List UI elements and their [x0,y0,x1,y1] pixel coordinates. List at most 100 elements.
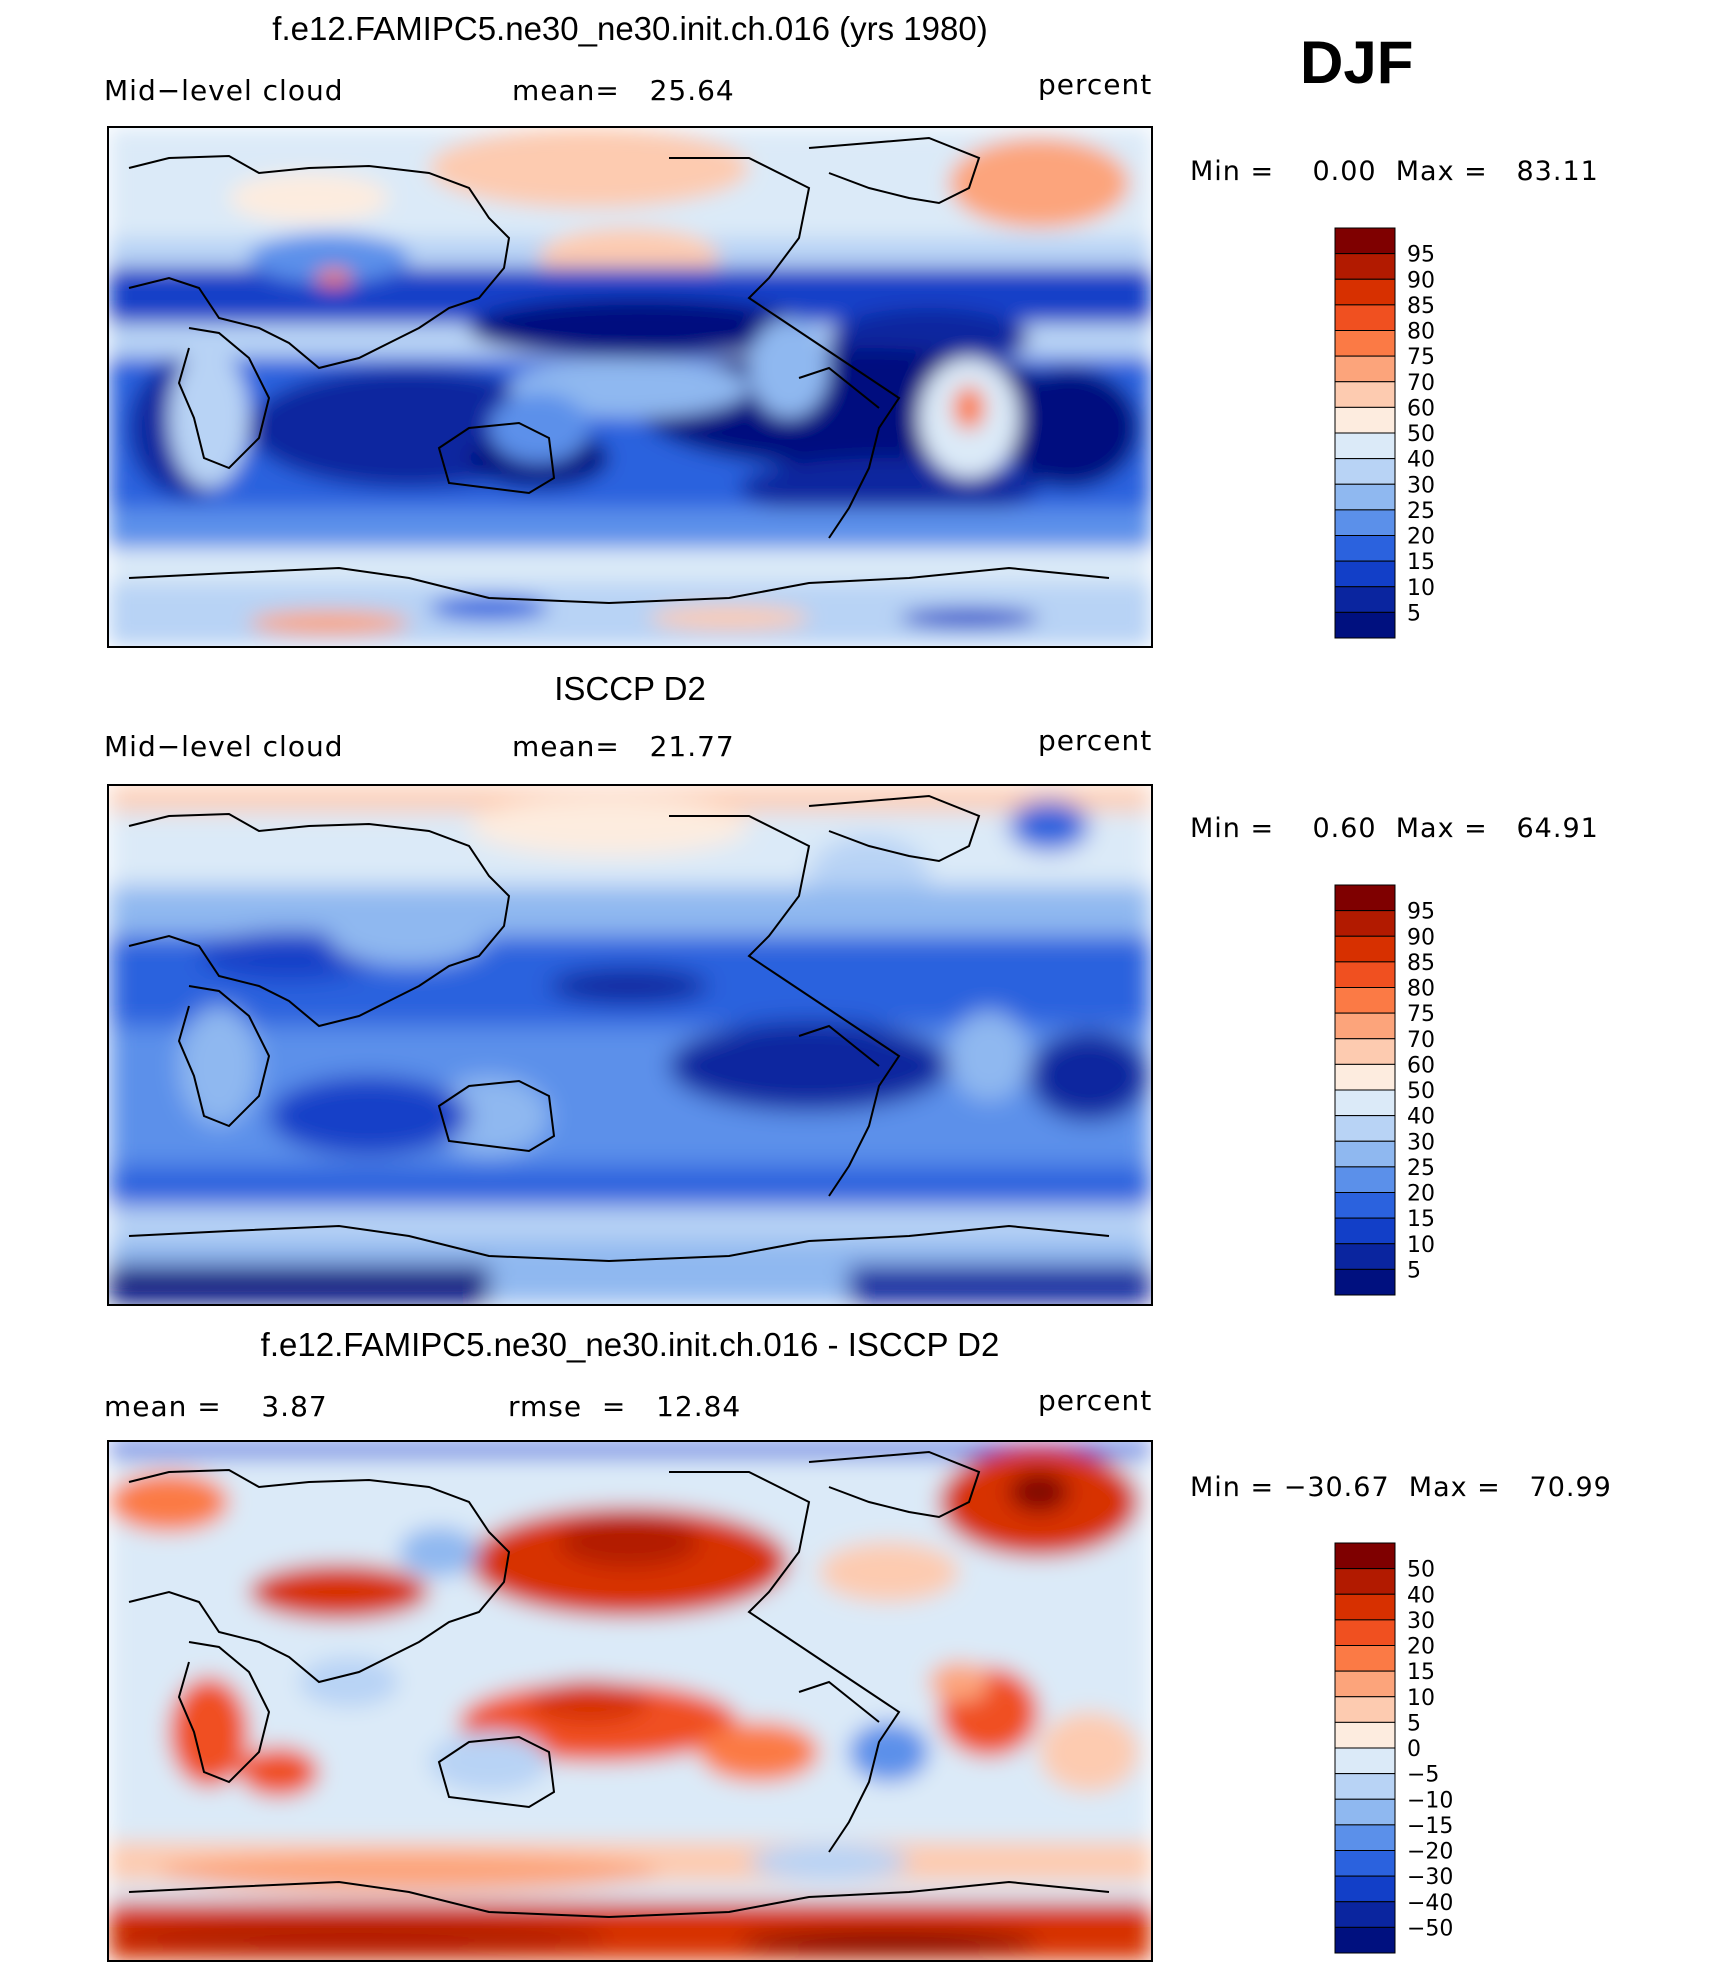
panel-2-units-label: percent [1038,724,1153,757]
panel-1-units-label: percent [1038,68,1153,101]
panel-1-colorbar-swatch [1334,253,1396,280]
panel-3-colorbar-tick-label: 15 [1407,1660,1435,1685]
panel-2-map [107,784,1153,1306]
panel-3-units-label: percent [1038,1384,1153,1417]
panel-3-colorbar-swatch [1334,1926,1396,1954]
panel-2-colorbar-swatch [1334,1268,1396,1296]
panel-2-map-svg [109,786,1151,1304]
panel-2-colorbar-tick-label: 20 [1407,1182,1435,1207]
panel-3-colorbar-swatch [1334,1721,1396,1749]
panel-3-colorbar-tick-label: −40 [1407,1891,1453,1916]
panel-3-title: f.e12.FAMIPC5.ne30_ne30.init.ch.016 - IS… [260,1326,1000,1363]
panel-1-colorbar-tick-label: 60 [1407,396,1435,421]
panel-2-colorbar-swatch [1334,1166,1396,1193]
panel-2-colorbar-tick-label: 60 [1407,1053,1435,1078]
panel-3-colorbar-swatch [1334,1798,1396,1826]
panel-2-colorbar-tick-label: 15 [1407,1207,1435,1232]
panel-3-colorbar-tick-label: −50 [1407,1916,1453,1941]
panel-2-minmax: Min = 0.60 Max = 64.91 [1190,813,1599,844]
panel-3-rmse-label: rmse = 12.84 [508,1390,742,1423]
panel-3-colorbar-swatch [1334,1850,1396,1877]
panel-2-colorbar-swatch [1334,1012,1396,1040]
panel-1-mean-label: mean= 25.64 [512,74,735,107]
panel-3-colorbar-swatch [1334,1619,1396,1646]
panel-1-coastlines [128,136,1110,605]
panel-2-colorbar-tick-label: 5 [1407,1258,1421,1283]
panel-3-mean-label: mean = 3.87 [104,1390,328,1423]
panel-2-coastlines [128,794,1110,1263]
panel-1-colorbar-tick-label: 50 [1407,422,1435,447]
panel-3-colorbar-swatch [1334,1696,1396,1723]
panel-1-colorbar-swatch [1334,535,1396,562]
panel-1-colorbar-tick-label: 25 [1407,499,1435,524]
panel-2-colorbar-swatch [1334,1140,1396,1168]
panel-1-colorbar-swatch [1334,304,1396,331]
panel-2-colorbar-swatch [1334,1089,1396,1117]
panel-2-colorbar-swatch [1334,1115,1396,1142]
panel-3-colorbar-tick-label: −10 [1407,1788,1453,1813]
panel-3-colorbar-tick-label: −20 [1407,1840,1453,1865]
panel-2-colorbar-tick-label: 95 [1407,900,1435,925]
panel-1-colorbar-tick-label: 80 [1407,320,1435,345]
panel-2-colorbar-swatch [1334,884,1396,912]
panel-1-map [107,126,1153,648]
panel-2-colorbar-tick-label: 90 [1407,925,1435,950]
panel-1-variable-label: Mid−level cloud [104,74,344,107]
panel-2-colorbar-swatch [1334,1192,1396,1219]
panel-3-colorbar-tick-label: −15 [1407,1814,1453,1839]
panel-2-colorbar-swatch [1334,935,1396,963]
panel-3-colorbar-swatch [1334,1875,1396,1903]
panel-1-colorbar-swatch [1334,432,1396,460]
panel-1-colorbar-tick-label: 75 [1407,345,1435,370]
panel-2-variable-label: Mid−level cloud [104,730,344,763]
panel-1-minmax: Min = 0.00 Max = 83.11 [1190,156,1599,187]
panel-3-colorbar-tick-label: −5 [1407,1763,1439,1788]
panel-2-colorbar-tick-label: 50 [1407,1079,1435,1104]
panel-3-colorbar-swatch [1334,1568,1396,1595]
panel-1-colorbar-tick-label: 90 [1407,268,1435,293]
panel-1-colorbar-tick-label: 20 [1407,525,1435,550]
panel-1-colorbar-swatch [1334,406,1396,434]
panel-3-colorbar-swatch [1334,1542,1396,1570]
panel-2-title: ISCCP D2 [554,670,706,707]
panel-3-colorbar-swatch [1334,1645,1396,1672]
panel-1-colorbar-tick-label: 85 [1407,294,1435,319]
panel-1-colorbar-tick-label: 70 [1407,371,1435,396]
panel-1-colorbar-swatch [1334,227,1396,255]
panel-2-colorbar-tick-label: 40 [1407,1105,1435,1130]
panel-3-colorbar-tick-label: 30 [1407,1609,1435,1634]
panel-1-colorbar-tick-label: 15 [1407,550,1435,575]
panel-2-colorbar-tick-label: 10 [1407,1233,1435,1258]
panel-2-colorbar-tick-label: 80 [1407,977,1435,1002]
panel-3-minmax: Min = −30.67 Max = 70.99 [1190,1472,1612,1503]
panel-1-colorbar-tick-label: 95 [1407,243,1435,268]
panel-1-colorbar-swatch [1334,330,1396,357]
panel-1-colorbar-swatch [1334,560,1396,588]
panel-2-colorbar-swatch [1334,961,1396,988]
panel-2-colorbar-tick-label: 85 [1407,951,1435,976]
panel-1-colorbar-swatch [1334,458,1396,485]
panel-1-colorbar-swatch [1334,611,1396,639]
panel-3-colorbar-swatch [1334,1901,1396,1928]
panel-2-colorbar-swatch [1334,1038,1396,1065]
panel-1-colorbar-swatch [1334,278,1396,306]
panel-3-colorbar-tick-label: 40 [1407,1583,1435,1608]
panel-3-colorbar-swatch [1334,1747,1396,1775]
panel-2-colorbar-swatch [1334,910,1396,937]
panel-1-colorbar-swatch [1334,355,1396,383]
panel-3-coastlines [128,1450,1110,1919]
panel-3-colorbar-tick-label: 10 [1407,1686,1435,1711]
panel-2-colorbar-swatch [1334,987,1396,1014]
panel-2-colorbar-tick-label: 30 [1407,1130,1435,1155]
panel-3-colorbar-swatch [1334,1824,1396,1851]
panel-3-map-svg [109,1442,1151,1960]
panel-3-colorbar-tick-label: 20 [1407,1635,1435,1660]
panel-1-colorbar-tick-label: 10 [1407,576,1435,601]
panel-1-colorbar-swatch [1334,381,1396,408]
season-label: DJF [1300,29,1414,96]
panel-2-colorbar-swatch [1334,1217,1396,1245]
panel-1-title: f.e12.FAMIPC5.ne30_ne30.init.ch.016 (yrs… [272,10,988,47]
panel-3-colorbar-tick-label: 0 [1407,1737,1421,1762]
panel-1-map-svg [109,128,1151,646]
